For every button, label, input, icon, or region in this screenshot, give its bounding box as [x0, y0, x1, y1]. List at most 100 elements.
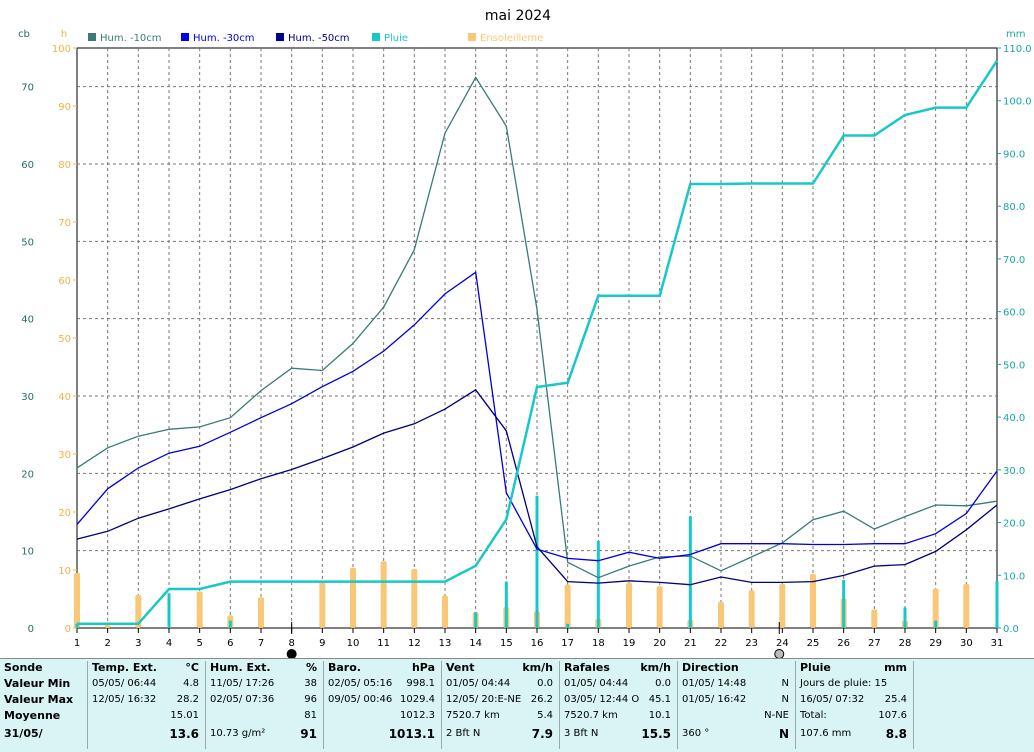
wind-max-value: 26.2 [530, 694, 553, 705]
label-max: Valeur Max [4, 693, 74, 706]
baro-title: Baro. [328, 661, 361, 674]
h-tick-label: 30 [58, 450, 71, 461]
series-line [76, 271, 998, 562]
x-tick-label: 20 [653, 638, 666, 649]
gust-max-time: 03/05/ 12:44 O [564, 694, 640, 705]
summary-wind: Vent km/h 01/05/ 04:44 0.0 12/05/ 20:E-NE 2… [442, 661, 560, 749]
sunshine-bar [258, 597, 264, 628]
sunshine-bar [626, 582, 632, 628]
legend-swatch [88, 33, 96, 41]
mm-tick-label: 30.0 [1003, 466, 1025, 477]
summary-baro: Baro. hPa 02/05/ 05:16 998.1 09/05/ 00:46 1… [324, 661, 442, 749]
chart-title: mai 2024 [485, 8, 551, 24]
temp-min-time: 05/05/ 06:44 [92, 678, 157, 689]
temp-unit: °C [185, 661, 199, 674]
cb-tick-label: 20 [21, 469, 34, 480]
x-tick-label: 14 [469, 638, 482, 649]
cb-tick-label: 10 [21, 547, 34, 558]
cb-tick-label: 50 [21, 237, 34, 248]
sunshine-bar [564, 584, 571, 628]
dir-last: N [778, 727, 789, 741]
baro-unit: hPa [411, 661, 435, 674]
x-tick-label: 4 [166, 638, 172, 649]
hum-avg: 81 [304, 710, 317, 721]
temp-title: Temp. Ext. [92, 661, 157, 674]
x-tick-label: 1 [74, 638, 80, 649]
summary-gusts: Rafales km/h 01/05/ 04:44 0.0 03/05/ 12:44… [560, 661, 678, 749]
daily-rain-bar [934, 620, 938, 628]
x-tick-label: 23 [745, 638, 758, 649]
daily-rain-bar [566, 623, 570, 628]
summary-direction: Direction 01/05/ 14:48 N 01/05/ 16:42 N N-… [678, 661, 796, 749]
cb-tick-label: 40 [21, 315, 34, 326]
h-tick-label: 20 [58, 508, 71, 519]
rain-unit: mm [884, 661, 907, 674]
x-tick-label: 27 [868, 638, 881, 649]
mm-tick-label: 10.0 [1003, 571, 1025, 582]
sunshine-bar [104, 625, 111, 628]
daily-rain-bar [995, 581, 999, 628]
summary-humidity: Hum. Ext.% 11/05/ 17:26 38 02/05/ 07:36 96… [206, 661, 324, 749]
h-tick-label: 80 [58, 160, 71, 171]
daily-rain-bar [535, 495, 539, 628]
sunshine-bar [932, 588, 939, 628]
sunshine-bar [319, 580, 326, 628]
rain-total-label: Total: [800, 710, 827, 721]
x-tick-label: 13 [439, 638, 452, 649]
hum-max-time: 02/05/ 07:36 [210, 694, 275, 705]
x-tick-label: 3 [135, 638, 141, 649]
series-lines [76, 60, 999, 626]
dir-avg: N-NE [764, 710, 789, 721]
baro-max-value: 1029.4 [400, 694, 435, 705]
gust-title: Rafales [564, 661, 610, 674]
sunshine-bar [656, 586, 663, 628]
x-tick-label: 11 [377, 638, 390, 649]
mm-tick-label: 20.0 [1003, 519, 1025, 530]
gust-unit: km/h [640, 661, 671, 674]
sunshine-bars [74, 561, 970, 628]
hum-title: Hum. Ext. [210, 661, 271, 674]
wind-title: Vent [446, 661, 475, 674]
sunshine-bar [74, 572, 80, 628]
cb-tick-label: 30 [21, 392, 34, 403]
rain-days: Jours de pluie: 15 [800, 678, 888, 689]
legend-label: Pluie [384, 33, 408, 44]
temp-min-value: 4.8 [183, 678, 199, 689]
axes: 1 2 3 4 5 6 7 8 9 10 11 12 13 14 15 16 17 18 19 20 21 22 23 24 2… [18, 29, 1032, 658]
sunshine-bar [718, 601, 724, 628]
gust-max-value: 45.1 [648, 694, 671, 705]
dir-title: Direction [682, 661, 739, 674]
daily-rain-bar [750, 627, 754, 628]
wind-distance: 7520.7 km [446, 710, 500, 721]
rain-month: 107.6 mm [800, 728, 852, 739]
sunshine-bar [810, 574, 816, 628]
x-tick-label: 19 [623, 638, 636, 649]
rain-total: 107.6 [878, 710, 907, 721]
grid [76, 47, 998, 629]
dir-degrees: 360 ° [682, 728, 710, 739]
sunshine-bar [871, 609, 878, 628]
sunshine-bar [135, 594, 142, 628]
x-tick-label: 17 [561, 638, 574, 649]
rain-last: 8.8 [885, 727, 907, 741]
cb-tick-label: 70 [21, 83, 34, 94]
summary-panel: Sonde Valeur Min Valeur Max Moyenne 31/0… [0, 658, 1034, 752]
sunshine-bar [442, 595, 448, 628]
x-tick-label: 9 [319, 638, 325, 649]
x-tick-label: 7 [258, 638, 264, 649]
daily-rain-bar [228, 620, 232, 628]
x-tick-label: 12 [408, 638, 421, 649]
h-tick-label: 60 [58, 276, 71, 287]
x-tick-label: 26 [837, 638, 850, 649]
dir-min-time: 01/05/ 14:48 [682, 678, 747, 689]
wind-min-value: 0.0 [537, 678, 553, 689]
wind-bft: 2 Bft N [446, 728, 481, 739]
mm-tick-label: 100.0 [1003, 97, 1032, 108]
baro-min-time: 02/05/ 05:16 [328, 678, 393, 689]
h-tick-label: 100 [52, 44, 71, 55]
x-tick-label: 5 [196, 638, 202, 649]
legend: Hum. -10cm Hum. -30cm Hum. -50cm Pluie Ensol… [88, 33, 543, 44]
h-axis-label: h [61, 29, 67, 40]
daily-rain-bar [75, 623, 79, 628]
series-line [76, 76, 998, 579]
